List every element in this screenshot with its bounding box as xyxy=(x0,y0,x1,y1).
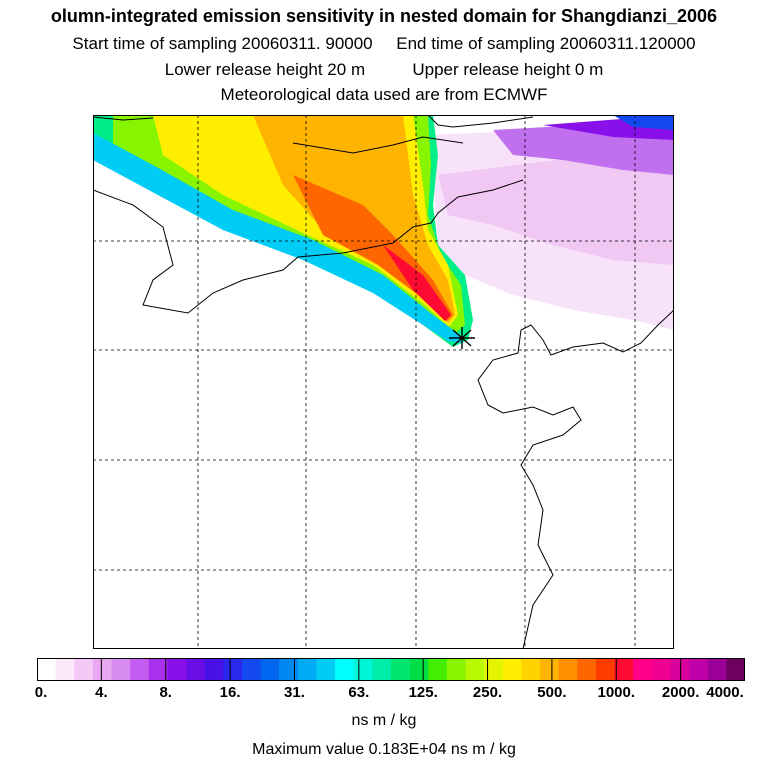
colorbar-cell xyxy=(707,658,727,681)
colorbar-tick-label: 8. xyxy=(159,684,172,701)
colorbar-tick-label: 125. xyxy=(408,684,438,701)
colorbar-cell xyxy=(577,658,597,681)
colorbar-cell xyxy=(614,658,634,681)
colorbar-cell xyxy=(111,658,131,681)
plot-title: olumn-integrated emission sensitivity in… xyxy=(50,6,718,26)
colorbar-cell xyxy=(484,658,504,681)
colorbar-cell xyxy=(148,658,168,681)
sampling-times: Start time of sampling 20060311. 90000 E… xyxy=(0,34,768,54)
colorbar-cell xyxy=(92,658,113,681)
colorbar-cell xyxy=(689,658,709,681)
plume-core xyxy=(383,245,451,321)
colorbar-cell xyxy=(446,658,467,681)
map-frame xyxy=(93,115,674,649)
colorbar-cell xyxy=(540,658,560,681)
colorbar-cell xyxy=(558,658,578,681)
colorbar-cell xyxy=(633,658,653,681)
start-time: Start time of sampling 20060311. 90000 xyxy=(72,34,373,53)
maximum-value: Maximum value 0.183E+04 ns m / kg xyxy=(252,741,516,758)
colorbar-tick-label: 4. xyxy=(95,684,108,701)
plume-edge xyxy=(93,133,463,343)
coastline-north xyxy=(93,116,464,154)
met-data-source: Meteorological data used are from ECMWF xyxy=(220,85,548,104)
colorbar-cell xyxy=(521,658,541,681)
colorbar-tick-label: 4000. xyxy=(706,684,744,701)
colorbar-frame xyxy=(37,658,745,681)
lower-release-height: Lower release height 20 m xyxy=(164,60,366,79)
colorbar-tick-label: 2000. xyxy=(661,684,700,701)
colorbar-cell xyxy=(204,658,224,681)
grid-lines xyxy=(93,115,674,649)
colorbar-units: ns m / kg xyxy=(351,712,417,729)
colorbar-cell xyxy=(186,658,206,681)
colorbar-cell xyxy=(167,658,187,681)
colorbar-cell xyxy=(353,658,373,681)
colorbar-cell xyxy=(316,658,336,681)
low-sensitivity-area-2 xyxy=(438,145,674,265)
colorbar-tick-label: 31. xyxy=(284,684,305,701)
colorbar-cell xyxy=(409,658,429,681)
colorbar-cell xyxy=(726,658,745,681)
colorbar-cell xyxy=(595,658,616,681)
upper-release-height: Upper release height 0 m xyxy=(412,60,604,79)
colorbar-cell xyxy=(130,658,150,681)
colorbar-tick-label: 16. xyxy=(219,684,241,701)
coastline xyxy=(93,115,534,314)
colorbar-cell xyxy=(465,658,485,681)
colorbar-cell xyxy=(260,658,280,681)
colorbar-cell xyxy=(297,658,317,681)
colorbar-cell xyxy=(391,658,411,681)
end-time: End time of sampling 20060311.120000 xyxy=(396,34,696,53)
release-heights: Lower release height 20 m Upper release … xyxy=(0,60,768,80)
colorbar-cell xyxy=(335,658,355,681)
colorbar-cell xyxy=(372,658,392,681)
colorbar-cell xyxy=(279,658,299,681)
colorbar-cell xyxy=(241,658,262,681)
colorbar-cell xyxy=(502,658,522,681)
sensitivity-map xyxy=(93,115,674,649)
colorbar-cell xyxy=(74,658,94,681)
colorbar-tick-label: 250. xyxy=(472,684,503,701)
colorbar-cell xyxy=(37,658,57,681)
colorbar-tick-label: 500. xyxy=(537,684,567,701)
colorbar-cell xyxy=(428,658,448,681)
colorbar-cell xyxy=(651,658,671,681)
colorbar-tick-label: 0. xyxy=(34,684,48,701)
colorbar-cell xyxy=(670,658,690,681)
receptor-marker xyxy=(449,327,475,349)
colorbar-cell xyxy=(223,658,243,681)
colorbar-tick-label: 63. xyxy=(348,684,370,701)
colorbar-cell xyxy=(55,658,75,681)
blue-patch xyxy=(613,115,674,130)
colorbar-tick-label: 1000. xyxy=(597,684,636,701)
colorbar xyxy=(37,658,745,681)
coastline-east xyxy=(477,309,674,649)
